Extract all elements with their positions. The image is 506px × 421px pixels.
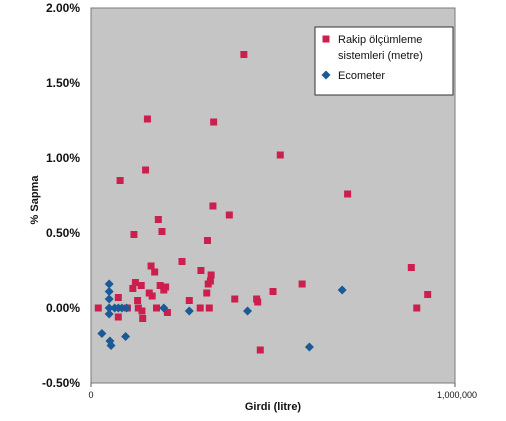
point-rakip xyxy=(129,285,137,292)
legend-box xyxy=(314,26,454,96)
point-ecometer xyxy=(243,306,253,316)
data-points xyxy=(94,51,432,354)
y-tick-label: 0.00% xyxy=(46,301,80,315)
point-ecometer xyxy=(104,309,114,319)
point-rakip xyxy=(139,315,147,322)
point-rakip xyxy=(131,279,139,286)
point-rakip xyxy=(153,304,161,312)
point-ecometer xyxy=(104,294,114,304)
x-tick-label: 1,000,000 xyxy=(437,390,477,400)
x-tick-label: 0 xyxy=(88,390,93,400)
point-rakip xyxy=(137,282,145,289)
legend-marker-ecometer xyxy=(321,70,331,80)
point-rakip xyxy=(207,271,215,279)
y-tick-label: 1.50% xyxy=(46,76,80,90)
point-rakip xyxy=(147,262,155,270)
point-rakip xyxy=(94,304,102,312)
y-tick-label: 2.00% xyxy=(46,1,80,15)
point-ecometer xyxy=(121,332,131,341)
point-rakip xyxy=(134,297,142,304)
point-rakip xyxy=(205,304,213,312)
point-ecometer xyxy=(304,342,314,352)
point-rakip xyxy=(413,304,421,312)
point-rakip xyxy=(203,289,211,297)
point-ecometer xyxy=(106,341,116,350)
point-rakip xyxy=(178,258,186,265)
point-rakip xyxy=(269,288,277,295)
point-ecometer xyxy=(104,303,114,313)
point-rakip xyxy=(162,283,170,291)
point-rakip xyxy=(240,51,248,58)
point-rakip xyxy=(210,118,218,126)
legend-label: Rakip ölçümleme xyxy=(338,34,422,46)
point-rakip xyxy=(154,216,162,223)
y-tick-label: 1.00% xyxy=(46,151,80,165)
point-rakip xyxy=(203,237,211,244)
point-rakip xyxy=(138,307,146,315)
point-rakip xyxy=(143,115,151,123)
point-ecometer xyxy=(117,303,127,313)
point-ecometer xyxy=(122,303,132,313)
point-rakip xyxy=(197,267,205,274)
point-ecometer xyxy=(184,306,194,316)
point-rakip xyxy=(206,277,214,285)
point-rakip xyxy=(185,297,193,304)
y-tick-label: 0.50% xyxy=(46,226,80,240)
point-rakip xyxy=(254,298,262,306)
point-ecometer xyxy=(104,287,114,296)
point-rakip xyxy=(276,151,284,159)
point-rakip xyxy=(142,166,150,174)
point-rakip xyxy=(148,292,156,300)
legend-label: Ecometer xyxy=(338,70,385,82)
point-ecometer xyxy=(159,303,169,313)
point-rakip xyxy=(134,304,142,312)
point-rakip xyxy=(231,295,239,303)
point-rakip xyxy=(298,280,306,288)
y-axis: 2.00% 1.50% 1.00% 0.50% 0.00% -0.50% xyxy=(42,1,80,390)
point-rakip xyxy=(163,309,171,316)
point-rakip xyxy=(344,190,352,198)
point-rakip xyxy=(114,294,122,301)
legend-label: sistemleri (metre) xyxy=(338,50,423,62)
point-ecometer xyxy=(97,329,107,338)
x-axis-title: Girdi (litre) xyxy=(245,401,302,413)
point-rakip xyxy=(158,228,166,235)
point-rakip xyxy=(196,304,204,312)
y-axis-title: % Sapma xyxy=(29,175,41,225)
point-rakip xyxy=(225,211,233,219)
y-tick-label: -0.50% xyxy=(42,376,80,390)
point-rakip xyxy=(407,264,415,271)
x-axis: 0 1,000,000 xyxy=(88,383,477,400)
point-rakip xyxy=(424,291,432,298)
legend: Rakip ölçümleme sistemleri (metre) Ecomete… xyxy=(314,26,454,96)
point-rakip xyxy=(130,231,138,238)
point-rakip xyxy=(114,313,122,321)
point-rakip xyxy=(116,177,124,184)
point-rakip xyxy=(256,346,264,354)
point-rakip xyxy=(156,282,164,289)
point-rakip xyxy=(209,202,217,210)
point-rakip xyxy=(151,268,159,276)
point-ecometer xyxy=(104,279,114,289)
point-ecometer xyxy=(337,285,347,295)
legend-marker-rakip xyxy=(322,35,330,43)
